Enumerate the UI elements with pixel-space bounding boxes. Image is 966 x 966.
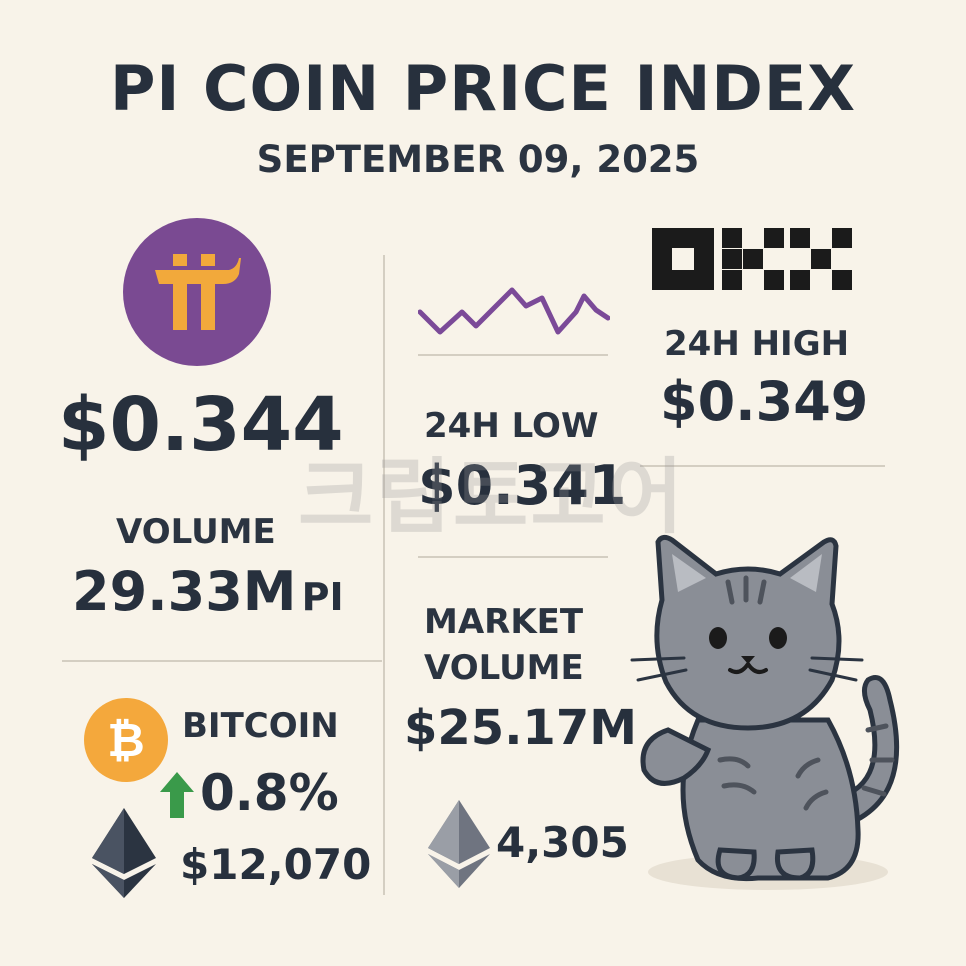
page-title: PI COIN PRICE INDEX	[109, 52, 857, 125]
bitcoin-change: 0.8%	[200, 764, 339, 822]
page-date: SEPTEMBER 09, 2025	[256, 138, 700, 181]
ethereum-icon-right	[428, 800, 490, 888]
svg-text:₿: ₿	[107, 713, 145, 767]
sparkline-icon	[418, 282, 610, 348]
cat-mascot-icon	[628, 530, 918, 900]
bitcoin-label: BITCOIN	[182, 706, 339, 746]
divider-left	[62, 660, 382, 662]
pi-price: $0.344	[58, 382, 344, 468]
bitcoin-icon: ₿	[84, 698, 168, 782]
divider-sparkline	[418, 354, 608, 356]
low-label: 24H LOW	[424, 406, 599, 446]
market-value: $25.17M	[404, 700, 637, 756]
ethereum-price: $12,070	[180, 840, 372, 889]
divider-mid	[418, 556, 608, 558]
market-label-line2: VOLUME	[424, 648, 584, 688]
ethereum-icon	[92, 808, 156, 898]
volume-value-row: 29.33M PI	[72, 560, 344, 623]
volume-value: 29.33M	[72, 560, 297, 623]
volume-label: VOLUME	[116, 512, 276, 552]
watermark-text: 크립토고어	[298, 450, 686, 545]
low-value: $0.341	[418, 454, 627, 517]
pi-network-logo-icon	[123, 218, 271, 366]
volume-unit: PI	[301, 575, 344, 619]
market-label-line1: MARKET	[424, 602, 584, 642]
divider-vertical	[383, 255, 385, 895]
ethereum-right-value: 4,305	[496, 818, 629, 867]
okx-logo-icon	[652, 228, 852, 290]
up-arrow-icon	[160, 772, 194, 818]
divider-right	[640, 465, 885, 467]
high-label: 24H HIGH	[664, 324, 850, 364]
high-value: $0.349	[660, 370, 869, 433]
